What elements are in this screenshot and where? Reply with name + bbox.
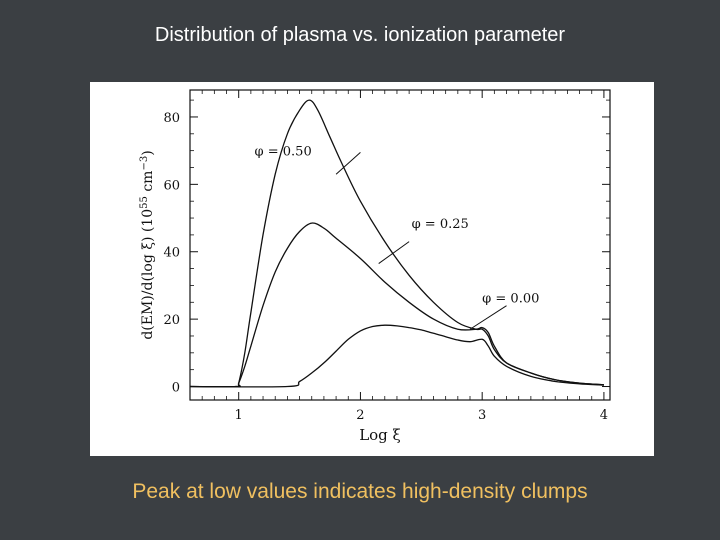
y-axis-label-suffix: ) bbox=[140, 150, 156, 155]
annotation-pointer-2 bbox=[378, 241, 410, 264]
y-axis-label: d(EM)/d(log ξ) (1055 cm−3) bbox=[139, 150, 157, 339]
y-axis-label-exp2: −3 bbox=[139, 156, 150, 171]
annotation-pointer-3 bbox=[469, 305, 507, 330]
y-tick-label: 0 bbox=[172, 381, 180, 396]
x-tick-label: 4 bbox=[600, 408, 608, 423]
figure-panel: 1 2 3 4 0 20 40 60 80 φ = 0.50 φ = 0.25 φ = 0.00 L… bbox=[90, 82, 654, 456]
y-tick-label: 40 bbox=[163, 246, 180, 261]
annotation-label-3: φ = 0.00 bbox=[482, 291, 539, 306]
x-tick-label: 3 bbox=[478, 408, 486, 423]
plot-frame bbox=[189, 89, 611, 401]
y-axis-label-exp1: 55 bbox=[139, 196, 150, 209]
series-line-3 bbox=[189, 324, 604, 388]
series-line-2 bbox=[189, 222, 604, 388]
y-tick-label: 20 bbox=[163, 313, 180, 328]
x-axis-label: Log ξ bbox=[359, 426, 401, 444]
annotation-pointer-1 bbox=[335, 151, 361, 175]
annotation-label-2: φ = 0.25 bbox=[412, 217, 469, 232]
annotation-group: φ = 0.50 φ = 0.25 φ = 0.00 bbox=[255, 145, 539, 330]
x-tick-label: 2 bbox=[356, 408, 364, 423]
annotation-label-1: φ = 0.50 bbox=[255, 145, 312, 160]
y-axis-label-prefix: d(EM)/d(log ξ) (10 bbox=[140, 209, 156, 340]
series-group bbox=[189, 99, 604, 388]
series-line-1 bbox=[189, 99, 604, 388]
slide-caption: Peak at low values indicates high-densit… bbox=[132, 480, 588, 503]
y-tick-label: 80 bbox=[163, 111, 180, 126]
x-tick-label: 1 bbox=[235, 408, 243, 423]
y-tick-label: 60 bbox=[163, 178, 180, 193]
slide-title: Distribution of plasma vs. ionization pa… bbox=[154, 24, 566, 46]
y-axis-label-mid: cm bbox=[140, 171, 156, 197]
